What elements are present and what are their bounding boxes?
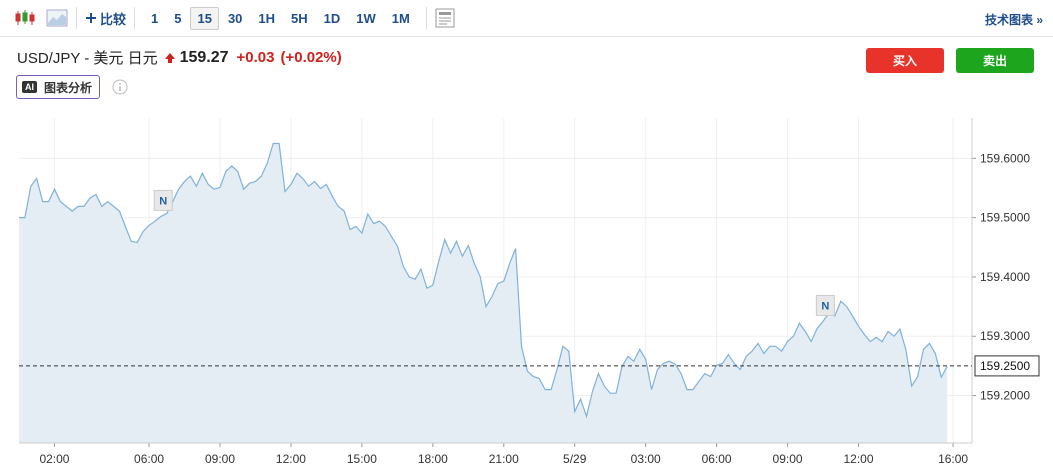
toolbar: 比较 1 5 15 30 1H 5H 1D 1W 1M 技术图表 » bbox=[0, 0, 1053, 37]
line bbox=[19, 142, 948, 419]
interval-button[interactable]: 1 bbox=[151, 10, 159, 26]
plus-icon[interactable] bbox=[85, 12, 97, 24]
event-marker[interactable] bbox=[153, 189, 173, 211]
x-tick-label: 03:00 bbox=[631, 452, 661, 466]
ai-analysis-button[interactable]: AI 图表分析 bbox=[16, 75, 101, 99]
price: 159.27 bbox=[179, 48, 229, 66]
current-price-label: 159.2500 bbox=[980, 359, 1030, 373]
x-tick-label: 06:00 bbox=[134, 452, 164, 466]
x-tick-label: 15:00 bbox=[347, 452, 377, 466]
y-tick-label: 159.4000 bbox=[980, 270, 1030, 284]
up-arrow bbox=[164, 52, 175, 63]
interval-button[interactable]: 30 bbox=[227, 10, 243, 26]
ai-badge: AI bbox=[22, 81, 37, 93]
interval-button[interactable]: 5 bbox=[174, 10, 182, 26]
quote-header: USD/JPY - 美元 日元 159.27 +0.03 (+0.02%) bbox=[17, 47, 348, 68]
interval-button[interactable]: 1H bbox=[258, 10, 276, 26]
x-tick-label: 5/29 bbox=[563, 452, 587, 466]
y-tick-label: 159.3000 bbox=[980, 329, 1030, 343]
layout-icon[interactable] bbox=[435, 8, 455, 28]
separator bbox=[425, 7, 427, 29]
interval-button[interactable]: 1W bbox=[356, 10, 376, 26]
interval-button[interactable]: 1D bbox=[323, 10, 341, 26]
candle-icon[interactable] bbox=[14, 8, 36, 28]
x-tick-label: 02:00 bbox=[39, 452, 69, 466]
x-tick-label: 16:00 bbox=[938, 452, 968, 466]
y-tick-label: 159.6000 bbox=[980, 151, 1030, 165]
ai-label: 图表分析 bbox=[44, 80, 93, 95]
x-tick-label: 09:00 bbox=[205, 452, 235, 466]
x-tick-label: 12:00 bbox=[843, 452, 873, 466]
x-tick-label: 18:00 bbox=[418, 452, 448, 466]
change-pct: (+0.02%) bbox=[280, 49, 342, 66]
compare-button[interactable]: 比较 bbox=[100, 11, 127, 27]
tech-chart-link[interactable]: 技术图表 » bbox=[984, 13, 1043, 27]
y-tick-label: 159.2000 bbox=[980, 389, 1030, 403]
y-tick-label: 159.5000 bbox=[980, 211, 1030, 225]
area-icon[interactable] bbox=[46, 8, 68, 28]
change: +0.03 bbox=[236, 49, 275, 66]
event-label: N bbox=[159, 195, 167, 207]
interval-group: 1 5 15 30 1H 5H 1D 1W 1M bbox=[143, 6, 418, 30]
event-label: N bbox=[821, 300, 829, 312]
separator bbox=[76, 7, 77, 29]
current-price-box bbox=[974, 355, 1040, 377]
separator bbox=[134, 7, 136, 29]
symbol: USD/JPY - 美元 日元 bbox=[17, 50, 158, 67]
buy-button[interactable]: 买入 bbox=[866, 48, 944, 73]
interval-button[interactable]: 1M bbox=[391, 10, 410, 26]
info-icon[interactable] bbox=[112, 79, 128, 95]
x-tick-label: 21:00 bbox=[489, 452, 519, 466]
chart: 英为财情Investing.com159.2000159.3000159.400… bbox=[19, 118, 1040, 466]
x-tick-label: 12:00 bbox=[276, 452, 306, 466]
event-marker[interactable] bbox=[815, 294, 835, 316]
x-tick-label: 06:00 bbox=[702, 452, 732, 466]
interval-button[interactable]: 5H bbox=[291, 10, 308, 26]
sell-button[interactable]: 卖出 bbox=[956, 48, 1034, 73]
interval-button[interactable]: 15 bbox=[190, 6, 219, 30]
x-tick-label: 09:00 bbox=[773, 452, 803, 466]
